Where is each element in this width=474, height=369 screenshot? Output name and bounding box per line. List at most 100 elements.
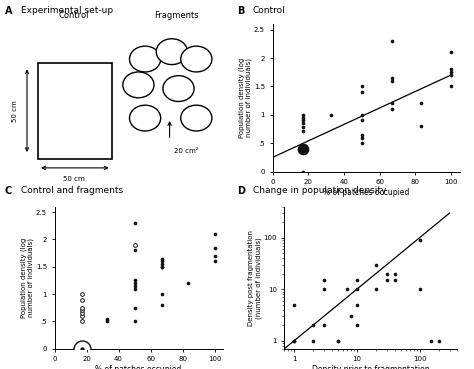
Point	[417, 100, 424, 106]
X-axis label: Density prior to fragmentation
(number of individuals): Density prior to fragmentation (number o…	[312, 365, 430, 369]
Text: Control: Control	[253, 6, 285, 14]
Point	[347, 313, 355, 319]
Point	[391, 277, 399, 283]
Point	[291, 338, 298, 344]
Text: 50 cm: 50 cm	[63, 176, 85, 182]
Point	[299, 115, 307, 121]
Point	[416, 237, 423, 243]
Point	[388, 78, 396, 84]
Point	[388, 100, 396, 106]
Point	[131, 277, 138, 283]
Text: Change in population density: Change in population density	[253, 186, 386, 195]
Point	[391, 271, 399, 277]
Point	[211, 245, 219, 251]
Point	[427, 338, 435, 344]
Point	[358, 135, 365, 141]
Point	[78, 346, 85, 352]
Point	[447, 83, 455, 89]
Point	[299, 146, 307, 152]
Point	[211, 231, 219, 237]
Point	[343, 286, 351, 292]
Text: B: B	[237, 6, 245, 15]
Point	[131, 242, 138, 248]
Point	[158, 264, 166, 270]
Point	[309, 322, 317, 328]
Text: D: D	[237, 186, 245, 196]
Bar	[38, 63, 112, 159]
Point	[158, 264, 166, 270]
Point	[353, 322, 361, 328]
Circle shape	[123, 72, 154, 98]
Point	[353, 286, 361, 292]
Circle shape	[129, 105, 161, 131]
Circle shape	[156, 39, 187, 65]
Point	[334, 338, 342, 344]
Circle shape	[181, 46, 212, 72]
Point	[78, 310, 85, 316]
Point	[299, 118, 307, 124]
Text: A: A	[5, 6, 12, 15]
Point	[388, 106, 396, 112]
Point	[291, 338, 298, 344]
Point	[435, 338, 442, 344]
Point	[417, 123, 424, 129]
Text: Control: Control	[59, 11, 89, 20]
X-axis label: % of patches occupied: % of patches occupied	[95, 365, 182, 369]
Point	[320, 322, 328, 328]
Point	[78, 313, 85, 319]
Point	[131, 220, 138, 226]
Point	[78, 291, 85, 297]
Point	[320, 277, 328, 283]
Y-axis label: Population density (log
number of individuals): Population density (log number of indivi…	[20, 238, 34, 318]
Text: 50 cm: 50 cm	[12, 100, 18, 121]
Point	[383, 277, 391, 283]
Point	[78, 318, 85, 324]
Point	[211, 253, 219, 259]
Point	[184, 280, 191, 286]
Point	[291, 302, 298, 308]
Point	[388, 75, 396, 81]
Point	[328, 112, 335, 118]
Point	[353, 302, 361, 308]
Point	[158, 258, 166, 264]
Point	[372, 262, 380, 268]
Point	[447, 49, 455, 55]
Point	[158, 302, 166, 308]
Point	[131, 318, 138, 324]
Point	[131, 305, 138, 311]
Point	[131, 247, 138, 253]
Point	[299, 120, 307, 126]
Point	[131, 286, 138, 292]
Y-axis label: Population density (log
number of individuals): Population density (log number of indivi…	[238, 58, 252, 138]
Point	[299, 112, 307, 118]
Point	[334, 338, 342, 344]
Point	[78, 307, 85, 313]
Text: Fragments: Fragments	[154, 11, 199, 20]
Point	[383, 271, 391, 277]
Point	[104, 318, 111, 324]
Text: 20 cm²: 20 cm²	[174, 148, 199, 154]
Point	[309, 338, 317, 344]
Circle shape	[129, 46, 161, 72]
X-axis label: % of patches occupied: % of patches occupied	[323, 188, 410, 197]
Point	[158, 291, 166, 297]
Point	[158, 256, 166, 262]
Point	[299, 169, 307, 175]
Point	[358, 132, 365, 138]
Point	[358, 89, 365, 95]
Point	[353, 277, 361, 283]
Circle shape	[181, 105, 212, 131]
Point	[358, 112, 365, 118]
Text: C: C	[5, 186, 12, 196]
Point	[78, 305, 85, 311]
Point	[104, 316, 111, 322]
Point	[211, 258, 219, 264]
Point	[358, 83, 365, 89]
Point	[78, 297, 85, 303]
Point	[372, 286, 380, 292]
Point	[299, 124, 307, 130]
Point	[131, 280, 138, 286]
Text: Control and fragments: Control and fragments	[21, 186, 123, 195]
Point	[320, 286, 328, 292]
Point	[416, 286, 423, 292]
